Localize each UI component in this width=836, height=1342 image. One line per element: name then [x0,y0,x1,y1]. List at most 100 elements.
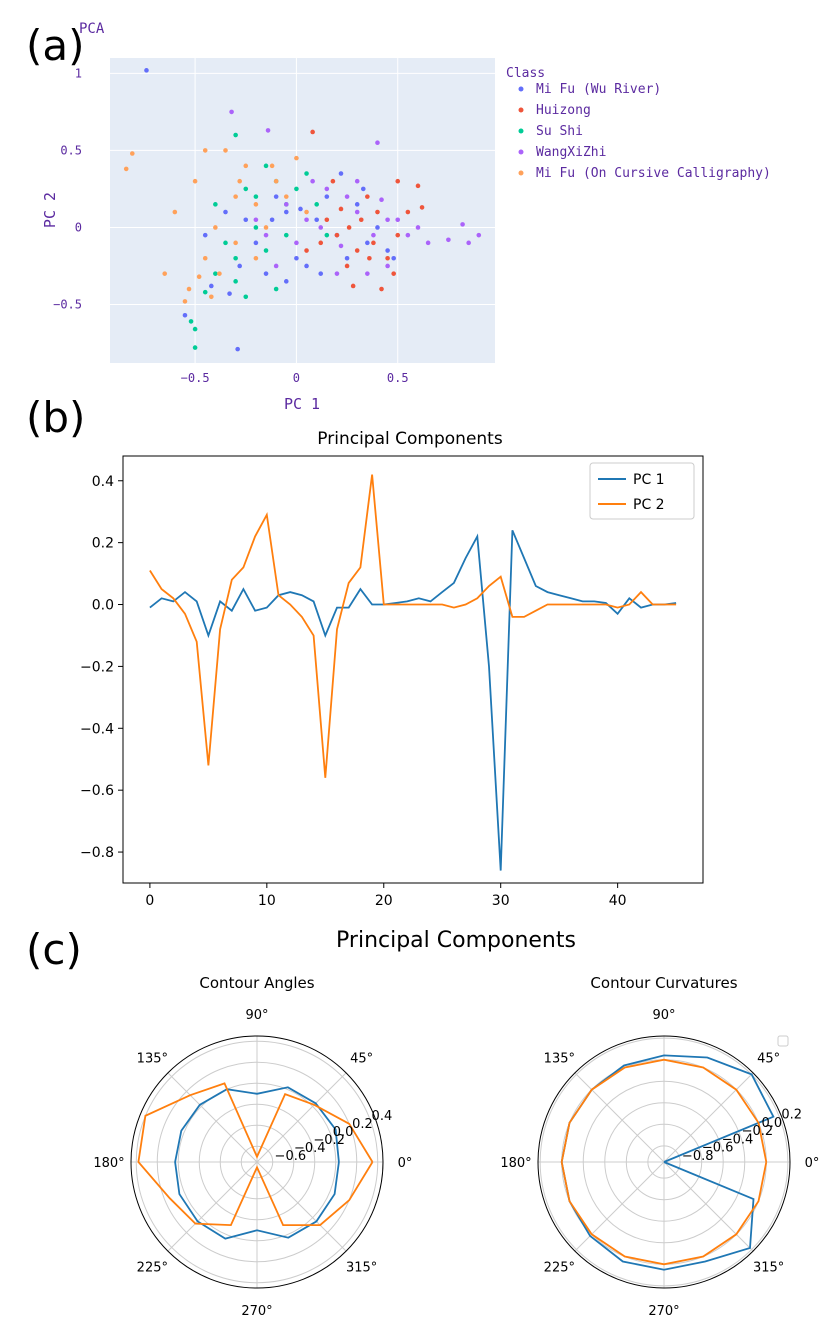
polar-curvatures-theta-label: 90° [652,1008,675,1023]
chart-a-ytick-label: −0.5 [53,297,82,311]
chart-a-point [263,232,269,238]
polar-curvatures-theta-label: 180° [500,1156,531,1171]
chart-a-point [253,255,259,261]
chart-a-point [294,155,299,161]
chart-a-point [334,271,340,276]
chart-a-point [223,148,228,153]
chart-a-point [273,286,279,292]
chart-a-legend-label: Mi Fu (On Cursive Calligraphy) [536,166,771,181]
chart-a-point [375,225,380,230]
chart-a-legend-marker [518,170,524,176]
chart-a-point [379,286,384,292]
chart-a-point [129,151,135,156]
chart-a-point [253,194,259,199]
chart-a-point [213,202,218,207]
polar-angles-r-tick-label: −0.4 [294,1141,326,1156]
chart-b-legend: PC 1 PC 2 [589,462,695,520]
polar-curvatures-r-tick-label: −0.4 [722,1132,754,1147]
chart-a-point [265,128,271,133]
chart-a-point [182,299,188,304]
polar-angles-outer [130,1035,384,1289]
chart-a-point [310,178,315,184]
chart-a-point [223,240,228,246]
chart-b-ytick-label: 0.2 [92,536,114,552]
chart-a-point [395,217,401,223]
chart-a-point [324,232,330,238]
chart-a-point [460,222,465,227]
chart-a-point [233,255,238,261]
chart-a-point [202,232,208,238]
chart-a-point [324,194,330,199]
polar-curvatures-title: Contour Curvatures [590,974,737,992]
chart-a-point [294,240,299,246]
chart-a-point [223,209,228,215]
chart-a-legend-label: Mi Fu (Wu River) [536,82,661,97]
chart-a-point [162,271,168,276]
polar-curvatures-spoke [574,1161,665,1252]
chart-a-legend: Mi Fu (Wu River) Huizong Su Shi WangXiZhi Mi… [518,82,771,181]
chart-b-ytick-label: −0.4 [80,721,114,737]
chart-a-point [269,217,275,223]
chart-a-point [202,255,208,261]
polar-curvatures-spoke [663,1072,754,1163]
polar-curvatures-spoke [663,1161,754,1252]
chart-a-point [391,255,396,261]
chart-b-xtick-label: 10 [258,893,276,909]
chart-a-point [233,194,238,199]
chart-a-point [192,178,198,184]
chart-b-ytick-label: 0.0 [92,598,114,614]
chart-a-point [367,255,372,261]
chart-a-point [371,232,376,238]
chart-a-legend-marker [518,86,524,92]
chart-b-xtick-label: 40 [609,893,627,909]
polar-angles-r-tick-label: −0.6 [275,1149,307,1164]
chart-a-xtick-label: −0.5 [181,371,210,385]
chart-a-point [344,194,350,199]
chart-b-xtick-label: 20 [375,893,393,909]
chart-a-point [269,163,275,169]
chart-b-ytick-label: −0.8 [80,845,114,861]
chart-a-point [298,206,303,212]
chart-a-point [375,209,380,215]
chart-a-point [263,271,269,276]
chart-a-plot-area [110,58,495,363]
chart-a-point [318,240,324,246]
chart-a-point [253,202,259,207]
chart-a-point [330,178,336,184]
polar-angles-r-tick-label: 0.4 [372,1109,393,1124]
chart-b-ytick-label: −0.2 [80,659,114,675]
chart-a-point [182,312,188,318]
polar-curvatures-r-tick-label: −0.2 [742,1124,774,1139]
chart-a-point [338,171,344,176]
chart-a-point [385,217,390,223]
chart-a-point [172,209,178,215]
chart-a-point [395,232,401,238]
chart-b-series-line-2 [149,474,677,778]
contour-angles-polar-chart: Contour Angles 0° 45° 90° 135° 180° 225° 270° 3… [93,974,412,1319]
chart-b-ytick-label: −0.6 [80,783,114,799]
chart-a-point [415,183,421,189]
chart-a-ytick-label: 1 [75,66,82,80]
polar-angles-spoke [256,1161,347,1252]
empty-legend-box [777,1035,789,1047]
chart-a-point [375,140,380,146]
chart-a-point [385,263,390,269]
chart-b-plot-area [122,455,704,884]
chart-a-point [188,319,194,324]
chart-a-point [283,202,289,207]
chart-a-point [344,263,350,269]
chart-b-legend-label-pc2: PC 2 [633,497,665,513]
chart-a-legend-marker [518,128,524,134]
chart-a-ytick-label: 0.5 [60,143,82,157]
chart-b-series-line-1 [149,529,677,871]
chart-a-point [186,286,192,292]
polar-curvatures-theta-label: 270° [648,1304,679,1319]
chart-a-point [273,194,279,199]
chart-a-point [304,263,309,269]
contour-curvatures-polar-chart: Contour Curvatures 0° 45° 90° 135° 180° 225° 2… [500,974,819,1319]
chart-c-suptitle: Principal Components [336,928,576,953]
chart-a-point [253,217,259,223]
chart-a-point [233,132,238,138]
chart-a-point [314,202,319,207]
chart-a-point [446,237,451,243]
